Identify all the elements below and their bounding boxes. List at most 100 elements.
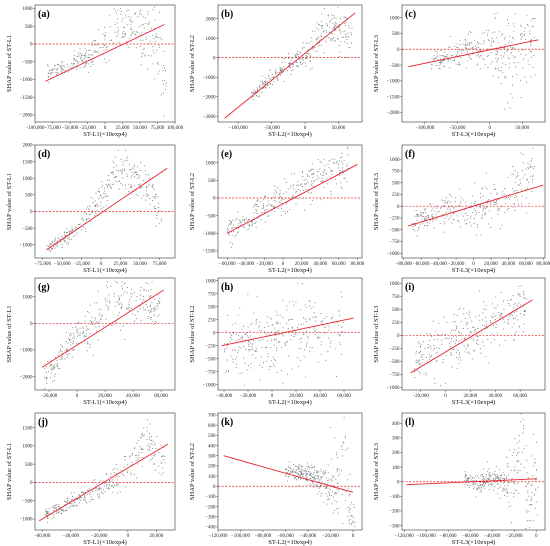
data-point: [131, 452, 134, 455]
data-point: [154, 306, 156, 308]
data-point: [111, 172, 113, 174]
data-point: [282, 326, 284, 328]
data-point: [449, 210, 452, 213]
data-point: [346, 42, 348, 45]
data-point: [127, 287, 129, 289]
data-point: [46, 376, 48, 379]
data-point: [533, 520, 535, 522]
data-point: [473, 487, 475, 490]
data-point: [450, 202, 452, 204]
data-point: [347, 148, 349, 150]
data-point: [126, 173, 128, 175]
data-point: [81, 217, 83, 219]
data-point: [314, 302, 316, 304]
data-point: [501, 34, 503, 36]
data-point: [227, 231, 229, 233]
data-point: [111, 171, 113, 173]
data-point: [319, 161, 321, 163]
data-point: [338, 29, 340, 31]
data-point: [336, 482, 338, 484]
data-point: [275, 201, 277, 203]
data-point: [485, 172, 487, 174]
data-point: [335, 29, 337, 31]
data-point: [330, 38, 332, 40]
data-point: [259, 379, 261, 381]
data-point: [316, 175, 318, 177]
data-point: [69, 67, 71, 69]
data-point: [85, 64, 87, 66]
data-point: [510, 52, 512, 54]
data-point: [467, 33, 470, 35]
data-point: [147, 14, 149, 16]
data-point: [49, 365, 51, 367]
data-point: [520, 53, 522, 55]
data-point: [514, 13, 516, 15]
data-point: [85, 62, 87, 64]
data-point: [273, 76, 275, 78]
data-point: [312, 185, 314, 187]
data-point: [274, 206, 276, 208]
data-point: [88, 312, 90, 314]
data-point: [273, 365, 275, 367]
data-point: [480, 352, 482, 354]
data-point: [115, 463, 117, 465]
data-point: [123, 475, 125, 477]
data-point: [73, 337, 75, 339]
data-point: [151, 443, 153, 445]
scatter-points: [223, 282, 345, 386]
data-point: [518, 285, 520, 287]
data-point: [318, 480, 320, 482]
data-point: [258, 329, 260, 332]
data-point: [286, 305, 288, 307]
data-point: [130, 455, 132, 457]
data-point: [498, 70, 500, 72]
data-point: [79, 332, 81, 334]
data-point: [154, 444, 156, 446]
data-point: [118, 303, 120, 305]
data-point: [521, 35, 523, 37]
data-point: [507, 208, 509, 210]
data-point: [305, 472, 307, 474]
x-tick-label: 60,000: [332, 262, 346, 267]
data-point: [274, 73, 276, 75]
regression-fit-line: [227, 164, 358, 234]
data-point: [122, 36, 124, 38]
data-point: [148, 445, 150, 448]
data-point: [354, 521, 356, 523]
data-point: [117, 9, 119, 11]
data-point: [490, 52, 492, 54]
data-point: [87, 493, 89, 496]
data-point: [140, 186, 142, 188]
data-point: [503, 308, 505, 310]
data-point: [320, 493, 322, 495]
data-point: [115, 165, 117, 167]
data-point: [504, 43, 507, 46]
data-point: [104, 491, 106, 493]
panel-label: (j): [38, 417, 48, 428]
data-point: [164, 461, 166, 463]
data-point: [126, 160, 128, 162]
data-point: [57, 362, 59, 364]
data-point: [139, 445, 141, 448]
data-point: [311, 67, 313, 69]
data-point: [431, 210, 433, 212]
data-point: [256, 350, 258, 352]
data-point: [492, 40, 494, 42]
data-point: [463, 313, 465, 315]
data-point: [455, 63, 457, 65]
x-tick-label: 20,000: [98, 394, 112, 399]
data-point: [320, 468, 322, 470]
data-point: [121, 184, 123, 186]
data-point: [485, 476, 487, 478]
data-point: [323, 8, 325, 10]
data-point: [266, 340, 269, 342]
data-point: [121, 285, 123, 287]
data-point: [521, 451, 523, 453]
data-point: [345, 21, 347, 23]
data-point: [441, 216, 443, 218]
data-point: [129, 197, 131, 200]
data-point: [345, 25, 347, 27]
data-point: [288, 319, 290, 321]
data-point: [460, 332, 462, 335]
x-tick-label: −50,000: [54, 262, 71, 267]
